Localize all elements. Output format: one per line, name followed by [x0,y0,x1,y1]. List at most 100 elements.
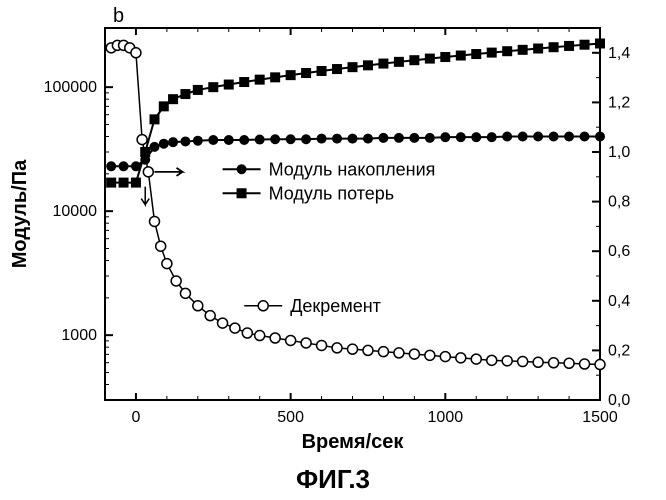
loss-modulus-marker [270,72,280,82]
legend-square-icon [237,188,247,198]
loss-modulus-marker [580,40,590,50]
decrement-marker [180,288,190,298]
yright-tick-label: 0,8 [608,194,630,211]
loss-modulus-marker [564,41,574,51]
decrement-marker [378,347,388,357]
storage-modulus-marker [301,134,311,144]
storage-modulus-marker [348,134,358,144]
yright-tick-label: 0,6 [608,243,630,260]
yright-tick-label: 1,2 [608,94,630,111]
decrement-marker [137,135,147,145]
loss-modulus-marker [533,44,543,54]
decrement-marker [595,360,605,370]
loss-modulus-marker [317,66,327,76]
decrement-marker [242,328,252,338]
panel-label: b [113,5,124,27]
loss-modulus-marker [409,55,419,65]
decrement-marker [409,349,419,359]
loss-modulus-marker [440,52,450,62]
decrement-marker [286,335,296,345]
decrement-marker [162,259,172,269]
yright-tick-label: 0,2 [608,342,630,359]
decrement-marker [230,323,240,333]
storage-modulus-marker [224,135,234,145]
loss-modulus-marker [363,60,373,70]
storage-modulus-marker [502,132,512,142]
loss-modulus-marker [518,45,528,55]
decrement-marker [317,340,327,350]
storage-modulus-marker [378,133,388,143]
down-arrow-icon [141,187,149,205]
loss-modulus-marker [106,178,116,188]
loss-modulus-marker [150,114,160,124]
decrement-marker [205,311,215,321]
storage-modulus-marker [131,161,141,171]
x-tick-label: 0 [131,409,140,426]
loss-modulus-marker [180,89,190,99]
storage-modulus-marker [193,136,203,146]
storage-modulus-marker [150,142,160,152]
decrement-marker [270,333,280,343]
decrement-marker [471,354,481,364]
chart-root: 0500100015001000100001000000,00,20,40,60… [0,0,666,500]
storage-modulus-marker [595,132,605,142]
decrement-marker [171,276,181,286]
loss-modulus-marker [378,59,388,69]
decrement-marker [255,331,265,341]
decrement-marker [549,358,559,368]
storage-modulus-marker [580,132,590,142]
loss-modulus-marker [193,85,203,95]
decrement-marker [301,338,311,348]
loss-modulus-marker [159,101,169,111]
chart-svg: 0500100015001000100001000000,00,20,40,60… [0,0,666,500]
legend-open-circle-icon [258,301,268,311]
decrement-marker [363,345,373,355]
yleft-tick-label: 100000 [44,79,97,96]
x-tick-label: 1500 [582,409,618,426]
storage-modulus-marker [518,132,528,142]
yright-tick-label: 0,0 [608,392,630,409]
storage-modulus-marker [440,132,450,142]
storage-modulus-marker [317,134,327,144]
x-axis-label: Время/сек [302,431,405,453]
loss-modulus-marker [394,57,404,67]
storage-modulus-marker [533,132,543,142]
y-left-axis-label: Модуль/Па [9,159,31,268]
loss-modulus-marker [502,46,512,56]
decrement-marker [348,344,358,354]
decrement-marker [580,359,590,369]
loss-modulus-marker [471,49,481,59]
storage-modulus-marker [394,133,404,143]
loss-modulus-marker [286,70,296,80]
yleft-tick-label: 1000 [61,327,97,344]
decrement-marker [518,357,528,367]
loss-modulus-marker [425,54,435,64]
loss-modulus-marker [255,75,265,85]
loss-modulus-marker [224,80,234,90]
figure-caption: ФИГ.3 [296,464,370,494]
x-tick-label: 500 [277,409,304,426]
storage-modulus-marker [549,132,559,142]
loss-modulus-marker [119,178,129,188]
yright-tick-label: 1,0 [608,144,630,161]
storage-modulus-marker [564,132,574,142]
legend-item-label: Модуль потерь [269,183,395,203]
storage-modulus-marker [286,134,296,144]
loss-modulus-marker [301,68,311,78]
storage-modulus-marker [180,136,190,146]
decrement-marker [440,352,450,362]
storage-modulus-marker [255,135,265,145]
legend-item-label: Модуль накопления [269,159,436,179]
loss-modulus-marker [332,64,342,74]
loss-modulus-marker [487,48,497,58]
storage-modulus-marker [159,139,169,149]
loss-modulus-marker [131,178,141,188]
legend-circle-icon [237,164,247,174]
storage-modulus-marker [270,134,280,144]
loss-modulus-marker [208,82,218,92]
storage-modulus-marker [332,134,342,144]
loss-modulus-marker [456,51,466,61]
decrement-marker [150,216,160,226]
storage-modulus-marker [471,132,481,142]
storage-modulus-marker [487,132,497,142]
